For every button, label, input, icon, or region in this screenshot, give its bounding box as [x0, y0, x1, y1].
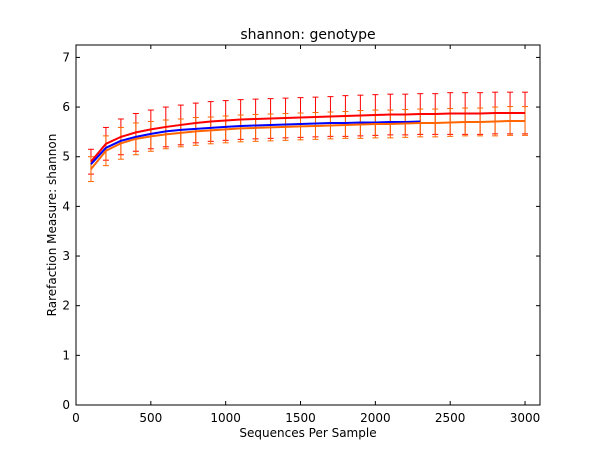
x-tick-label: 0 — [72, 411, 80, 425]
chart-title: shannon: genotype — [240, 27, 375, 43]
y-tick-label: 0 — [62, 398, 70, 412]
series-line — [90, 119, 526, 170]
y-tick-label: 4 — [62, 199, 70, 213]
y-tick-label: 3 — [62, 249, 70, 263]
y-tick-label: 7 — [62, 50, 70, 64]
x-axis-title: Sequences Per Sample — [239, 426, 376, 440]
x-tick-label: 2500 — [435, 411, 466, 425]
x-tick-label: 1500 — [285, 411, 316, 425]
x-tick-label: 1000 — [210, 411, 241, 425]
x-tick-label: 2000 — [360, 411, 391, 425]
y-tick-label: 5 — [62, 150, 70, 164]
x-tick-label: 3000 — [510, 411, 541, 425]
series-layer — [90, 112, 526, 170]
x-tick-label: 500 — [139, 411, 162, 425]
tick-layer: 0 500 1000 1500 2000 2500 3000 0 1 2 3 4 5 6 7 — [62, 45, 540, 425]
y-tick-label: 1 — [62, 348, 70, 362]
y-axis-title: Rarefaction Measure: shannon — [45, 134, 59, 317]
plot-frame — [75, 44, 541, 406]
y-tick-label: 6 — [62, 100, 70, 114]
series-line — [90, 120, 421, 165]
series-line — [90, 112, 526, 163]
y-tick-label: 2 — [62, 299, 70, 313]
